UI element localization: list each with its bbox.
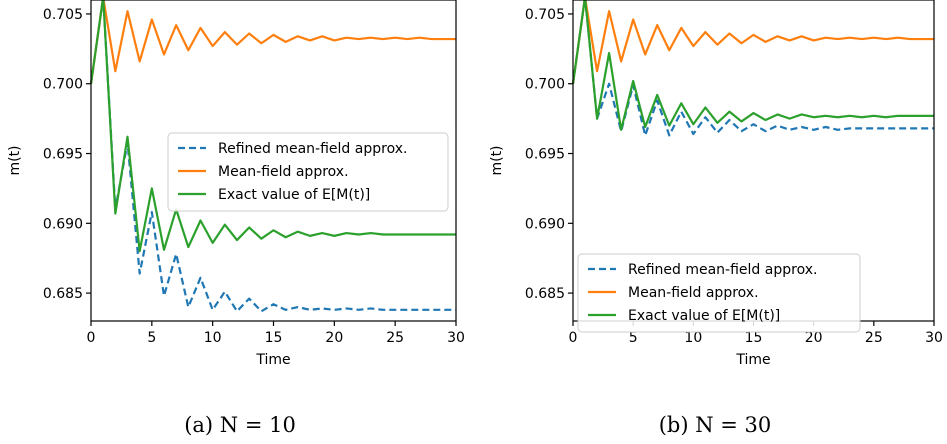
panel-caption: (b) N = 30 — [659, 413, 772, 437]
legend-label: Exact value of E[M(t)] — [218, 187, 370, 203]
y-tick-label: 0.695 — [525, 147, 565, 163]
y-tick-label: 0.700 — [43, 77, 83, 93]
x-tick-label: 15 — [745, 330, 763, 346]
x-axis-label: Time — [735, 352, 770, 368]
x-tick-label: 30 — [925, 330, 943, 346]
x-tick-label: 20 — [805, 330, 823, 346]
legend-label: Mean-field approx. — [628, 285, 759, 301]
x-tick-label: 5 — [629, 330, 638, 346]
x-tick-label: 10 — [684, 330, 702, 346]
x-tick-label: 30 — [447, 330, 465, 346]
y-tick-label: 0.705 — [525, 7, 565, 23]
series-line-exact — [89, 0, 456, 253]
x-tick-label: 25 — [386, 330, 404, 346]
panel-caption: (a) N = 10 — [184, 413, 296, 437]
x-tick-label: 0 — [87, 330, 96, 346]
panel-n30: 0 5 10 15 20 25 30 0.685 0.690 0.695 0.700 0.705 Tim… — [489, 0, 943, 437]
legend-label: Refined mean-field approx. — [218, 141, 407, 157]
y-tick-label: 0.695 — [43, 147, 83, 163]
series-line-refined — [89, 0, 456, 313]
legend-label: Refined mean-field approx. — [628, 262, 817, 278]
series-line-mean_field — [571, 0, 934, 84]
y-axis-label: m(t) — [489, 145, 505, 175]
series-line-exact — [571, 0, 934, 131]
x-tick-label: 15 — [265, 330, 283, 346]
x-tick-label: 10 — [204, 330, 222, 346]
legend-box — [167, 132, 449, 212]
x-tick-label: 5 — [147, 330, 156, 346]
y-tick-label: 0.685 — [525, 286, 565, 302]
y-tick-label: 0.700 — [525, 77, 565, 93]
legend-box — [577, 253, 861, 333]
y-tick-label: 0.690 — [43, 216, 83, 232]
y-tick-label: 0.690 — [525, 216, 565, 232]
series-line-refined — [571, 0, 934, 137]
panel-n10: 0 5 10 15 20 25 30 0.685 0.690 0.695 0.700 0.705 Tim… — [7, 0, 465, 437]
y-tick-label: 0.705 — [43, 7, 83, 23]
x-tick-label: 25 — [865, 330, 883, 346]
legend-label: Exact value of E[M(t)] — [628, 308, 780, 324]
legend-label: Mean-field approx. — [218, 164, 349, 180]
y-tick-label: 0.685 — [43, 286, 83, 302]
x-tick-label: 20 — [325, 330, 343, 346]
x-axis-label: Time — [255, 352, 290, 368]
y-axis-label: m(t) — [7, 145, 23, 175]
series-line-mean_field — [89, 0, 456, 84]
x-tick-label: 0 — [569, 330, 578, 346]
